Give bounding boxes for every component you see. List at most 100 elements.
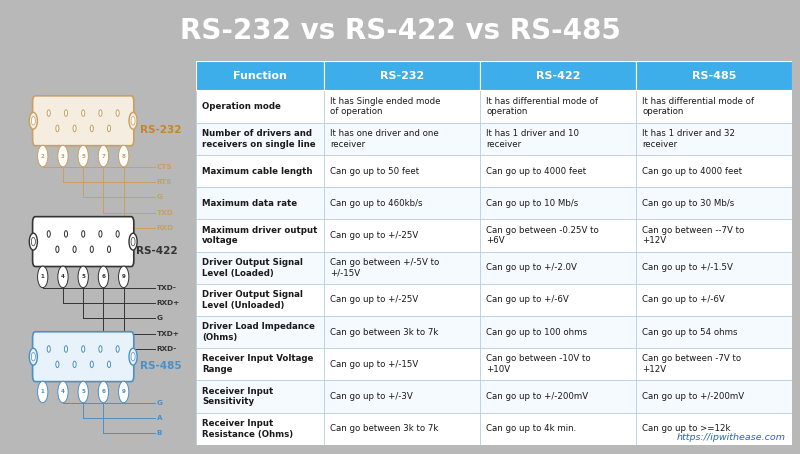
Circle shape [90,361,94,368]
Text: TXD: TXD [157,210,174,216]
Text: It has 1 driver and 10
receiver: It has 1 driver and 10 receiver [486,129,579,148]
Text: Can go up to 4000 feet: Can go up to 4000 feet [486,167,586,176]
Bar [196,316,324,348]
Circle shape [30,233,38,250]
Bar [480,413,637,445]
Text: RXD: RXD [157,225,174,231]
Circle shape [129,112,137,129]
Circle shape [58,145,68,167]
Text: Can go between -7V to
+12V: Can go between -7V to +12V [642,355,742,374]
Bar [480,123,637,155]
Text: 6: 6 [102,390,106,395]
Text: RTS: RTS [157,179,172,185]
Text: Can go up to 50 feet: Can go up to 50 feet [330,167,419,176]
Text: Can go between 3k to 7k: Can go between 3k to 7k [330,424,438,433]
Circle shape [98,266,109,288]
Bar [637,380,792,413]
Text: 3: 3 [61,153,65,158]
Bar [324,413,480,445]
Circle shape [107,246,110,252]
Text: 1: 1 [41,274,45,279]
Circle shape [73,246,76,252]
Bar [480,61,637,90]
Circle shape [116,231,119,237]
Text: CTS: CTS [157,164,173,170]
Bar [324,187,480,219]
Circle shape [47,110,50,116]
Text: 4: 4 [61,390,65,395]
Bar [324,123,480,155]
Circle shape [56,125,59,132]
Text: Can go between -0.25V to
+6V: Can go between -0.25V to +6V [486,226,599,245]
Text: 6: 6 [102,274,106,279]
Text: Can go up to 460kb/s: Can go up to 460kb/s [330,199,422,208]
Text: Can go up to 100 ohms: Can go up to 100 ohms [486,328,587,336]
Circle shape [38,266,48,288]
Bar [637,90,792,123]
Bar [324,284,480,316]
Text: RS-232: RS-232 [380,71,424,81]
Text: Function: Function [233,71,287,81]
Text: It has Single ended mode
of operation: It has Single ended mode of operation [330,97,441,116]
Text: Can go up to +/-1.5V: Can go up to +/-1.5V [642,263,734,272]
Bar [196,284,324,316]
Bar [196,252,324,284]
Text: RS-232 vs RS-422 vs RS-485: RS-232 vs RS-422 vs RS-485 [179,17,621,44]
Bar [324,61,480,90]
Text: Can go up to 4000 feet: Can go up to 4000 feet [642,167,742,176]
Bar [324,348,480,380]
Bar [196,380,324,413]
Text: It has differential mode of
operation: It has differential mode of operation [642,97,754,116]
Text: Can go between -10V to
+10V: Can go between -10V to +10V [486,355,591,374]
Circle shape [129,348,137,365]
Text: A: A [157,415,162,421]
Text: Can go up to 30 Mb/s: Can go up to 30 Mb/s [642,199,734,208]
Circle shape [118,381,129,403]
Circle shape [116,346,119,352]
Text: 4: 4 [61,274,65,279]
Text: Receiver Input
Sensitivity: Receiver Input Sensitivity [202,387,274,406]
Text: Driver Load Impedance
(Ohms): Driver Load Impedance (Ohms) [202,322,315,342]
Text: Can go between 3k to 7k: Can go between 3k to 7k [330,328,438,336]
Circle shape [65,346,67,352]
Circle shape [99,231,102,237]
Text: RXD+: RXD+ [157,300,180,306]
Circle shape [31,237,35,246]
Text: RS-485: RS-485 [140,361,182,371]
Text: G: G [157,194,163,201]
Circle shape [90,125,94,132]
Bar [196,348,324,380]
Bar [324,252,480,284]
Text: Operation mode: Operation mode [202,102,281,111]
Bar [196,61,324,90]
Circle shape [65,110,67,116]
Circle shape [30,112,38,129]
Text: Maximum cable length: Maximum cable length [202,167,313,176]
Circle shape [99,110,102,116]
Circle shape [90,246,94,252]
Text: It has differential mode of
operation: It has differential mode of operation [486,97,598,116]
Bar [480,219,637,252]
Circle shape [82,231,85,237]
Circle shape [131,237,135,246]
Circle shape [82,346,85,352]
Circle shape [118,145,129,167]
Circle shape [38,381,48,403]
Circle shape [78,266,88,288]
Bar [637,123,792,155]
Text: Maximum data rate: Maximum data rate [202,199,297,208]
Bar [480,252,637,284]
Circle shape [98,145,109,167]
Bar [637,413,792,445]
Text: Driver Output Signal
Level (Unloaded): Driver Output Signal Level (Unloaded) [202,290,303,310]
Text: It has 1 driver and 32
receiver: It has 1 driver and 32 receiver [642,129,735,148]
Text: Maximum driver output
voltage: Maximum driver output voltage [202,226,318,245]
Text: 5: 5 [82,153,85,158]
FancyBboxPatch shape [33,96,134,146]
Circle shape [73,125,76,132]
Circle shape [58,381,68,403]
Text: 1: 1 [41,390,45,395]
Text: 5: 5 [82,390,85,395]
Bar [196,219,324,252]
Text: 5: 5 [82,274,85,279]
